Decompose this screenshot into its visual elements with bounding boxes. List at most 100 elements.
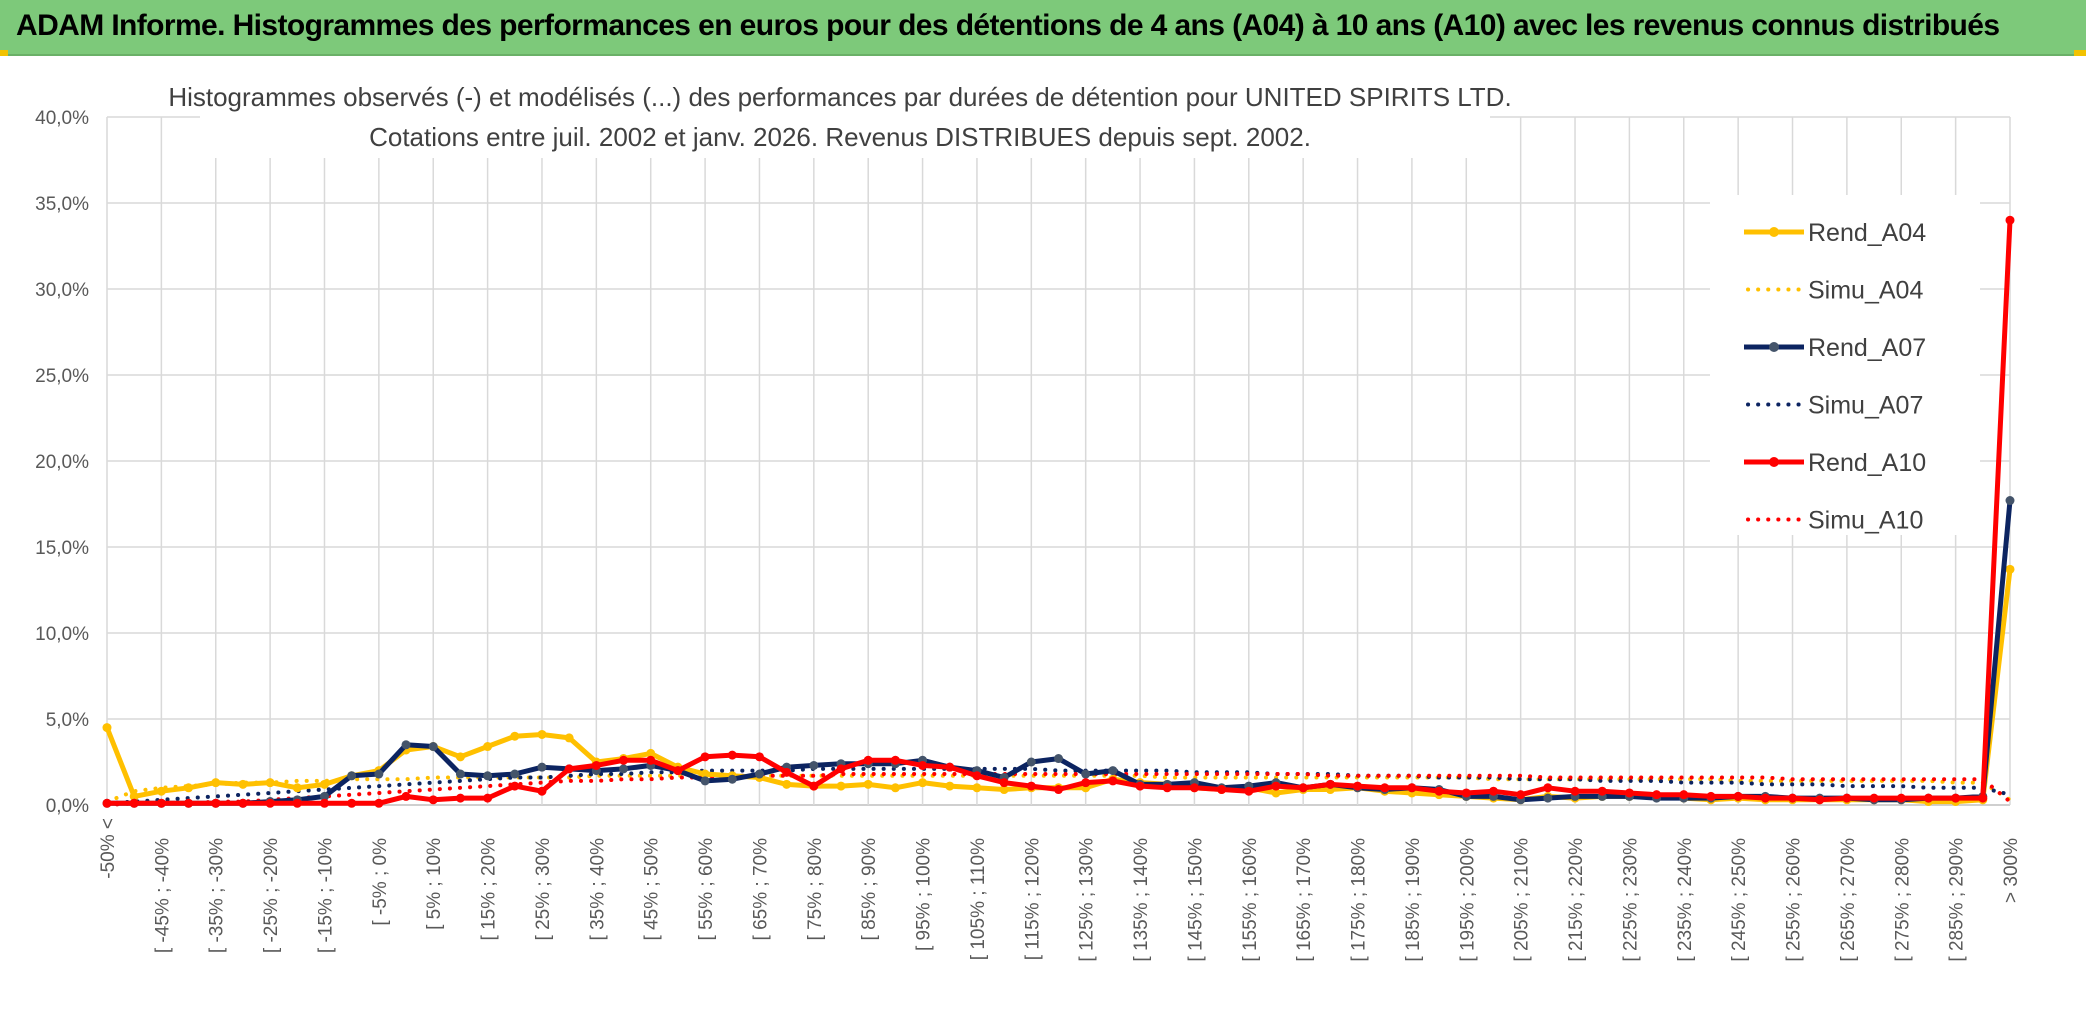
data-point [537,786,547,796]
legend-label-simu_a10: Simu_A10 [1808,507,1923,535]
data-point [809,760,819,770]
data-point [1189,783,1199,793]
legend-label-rend_a04: Rend_A04 [1808,219,1926,247]
legend-label-rend_a10: Rend_A10 [1808,449,1926,477]
x-tick-label: > 300% [2001,838,2022,903]
x-tick-label: [ 265% ; 270% [1838,838,1859,962]
data-point [727,750,737,760]
data-point [1081,769,1091,779]
data-point [972,771,982,781]
data-point [918,760,928,770]
data-point [1516,790,1526,800]
x-tick-label: [ 165% ; 170% [1294,838,1315,962]
data-point [1108,766,1118,776]
data-point [428,795,438,805]
data-point [265,778,275,788]
y-tick-label: 5,0% [46,710,89,731]
data-point [727,774,737,784]
data-point [1271,781,1281,791]
data-point [428,742,438,752]
legend-marker [1769,457,1779,467]
y-axis-ticks: 0,0% 5,0% 10,0% 15,0% 20,0% 25,0% 30,0% 35,0% 40… [35,108,89,817]
data-point [455,793,465,803]
y-tick-label: 30,0% [35,280,89,301]
data-point [1298,783,1308,793]
x-tick-label: [ 65% ; 70% [750,838,771,941]
x-tick-label: [ 185% ; 190% [1403,838,1424,962]
report-banner: ADAM Informe. Histogrammes des performan… [0,0,2086,56]
x-tick-label: [ 105% ; 110% [968,838,989,960]
data-point [265,798,275,808]
legend-label-simu_a07: Simu_A07 [1808,392,1923,420]
data-point [319,798,329,808]
data-point [754,752,764,762]
data-point [2005,564,2015,574]
x-tick-label: [ 115% ; 120% [1022,838,1043,960]
data-point [537,762,547,772]
data-point [863,779,873,789]
series-line-simu_a07 [105,766,2012,806]
data-point [537,729,547,739]
data-point [999,778,1009,788]
data-point [564,764,574,774]
x-tick-label: [ 195% ; 200% [1457,838,1478,962]
legend-marker [1769,342,1779,352]
x-tick-label: [ 45% ; 50% [642,838,663,941]
series-line-rend_a04 [104,569,2013,805]
data-point [1488,786,1498,796]
chart-gridlines [106,116,2011,806]
x-tick-label: [ 225% ; 230% [1620,838,1641,962]
y-tick-label: 25,0% [35,366,89,387]
x-tick-label: [ 55% ; 60% [696,838,717,941]
data-point [156,786,166,796]
data-point [809,781,819,791]
data-point [455,752,465,762]
x-tick-label: [ 125% ; 130% [1077,838,1098,962]
data-point [1081,778,1091,788]
data-point [1407,783,1417,793]
data-point [238,798,248,808]
data-point [374,769,384,779]
data-point [238,779,248,789]
x-tick-label: [ 285% ; 290% [1947,838,1968,962]
y-tick-label: 35,0% [35,194,89,215]
x-tick-label: [ 275% ; 280% [1892,838,1913,962]
chart-legend: Rend_A04 Simu_A04 Rend_A07 Simu_A07 Rend_A10… [1744,219,1926,535]
data-point [1543,783,1553,793]
data-point [292,798,302,808]
legend-background [1710,195,1980,535]
data-point [646,748,656,758]
data-point [129,798,139,808]
data-point [1026,781,1036,791]
data-point [510,731,520,741]
data-point [1869,793,1879,803]
x-tick-label: [ -35% ; -30% [207,838,228,953]
data-point [1054,785,1063,795]
chart-title: Histogrammes observés (-) et modélisés (… [168,82,1511,112]
data-point [211,778,221,788]
data-point [564,733,574,743]
y-tick-label: 15,0% [35,538,89,559]
x-tick-label: [ 75% ; 80% [805,838,826,941]
x-tick-label: [ 35% ; 40% [587,838,608,941]
banner-accent-left [0,50,8,56]
data-point [890,755,900,765]
series-line-simu_a10 [105,772,2012,807]
data-point [1244,786,1254,796]
data-point [510,781,520,791]
y-tick-label: 40,0% [35,108,89,129]
x-tick-label: [ 145% ; 150% [1185,838,1206,962]
data-point [1570,786,1580,796]
banner-accent-right [2074,50,2086,56]
data-point [1923,793,1933,803]
data-point [156,798,166,808]
data-point [619,755,629,765]
data-point [972,783,982,793]
x-tick-label: [ 95% ; 100% [914,838,935,951]
data-point [782,767,792,777]
data-point [483,771,493,781]
data-point [945,762,955,772]
data-point [1815,795,1825,805]
data-point [1624,788,1634,798]
